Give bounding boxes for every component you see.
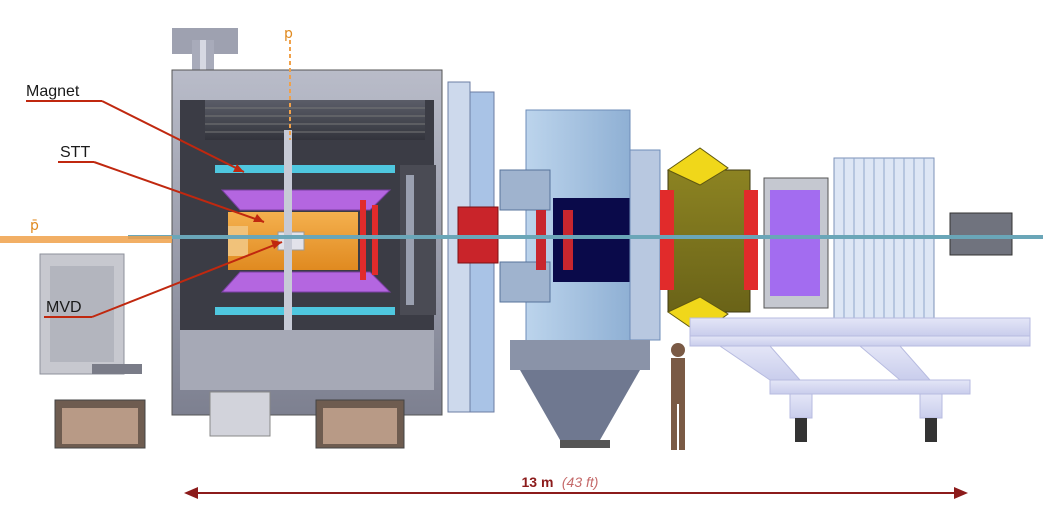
mvd-label: MVD: [46, 299, 82, 316]
mvd-annotation: MVD: [44, 240, 283, 318]
emc-upper: [220, 189, 392, 211]
svg-text:13 m (43 ft): 13 m (43 ft): [522, 474, 599, 491]
scale-alt: (43 ft): [562, 474, 599, 490]
scale-value: 13 m: [522, 474, 554, 490]
magnet-coil-upper: [215, 165, 395, 173]
human-scale-figure: [671, 343, 685, 450]
magnet-coil-lower: [215, 307, 395, 315]
proton-label: p: [284, 26, 293, 42]
antiproton-label: p̄: [30, 218, 39, 234]
antiproton-beam: [0, 236, 172, 243]
target-spectrometer: [39, 28, 443, 449]
beam-pipe: [128, 235, 1043, 239]
scale-bar: 13 m (43 ft): [184, 474, 968, 499]
stt-annotation: STT: [58, 144, 265, 223]
support-frame: [689, 317, 1031, 419]
forward-spectrometer: [447, 81, 1031, 448]
magnet-label: Magnet: [26, 83, 80, 100]
rich-detector: [667, 169, 751, 313]
stt-label: STT: [60, 144, 90, 161]
magnet-annotation: Magnet: [26, 83, 245, 173]
yoke-top-lamination: [205, 100, 425, 140]
luminosity-monitor: [949, 212, 1013, 256]
emc-lower: [220, 271, 392, 293]
